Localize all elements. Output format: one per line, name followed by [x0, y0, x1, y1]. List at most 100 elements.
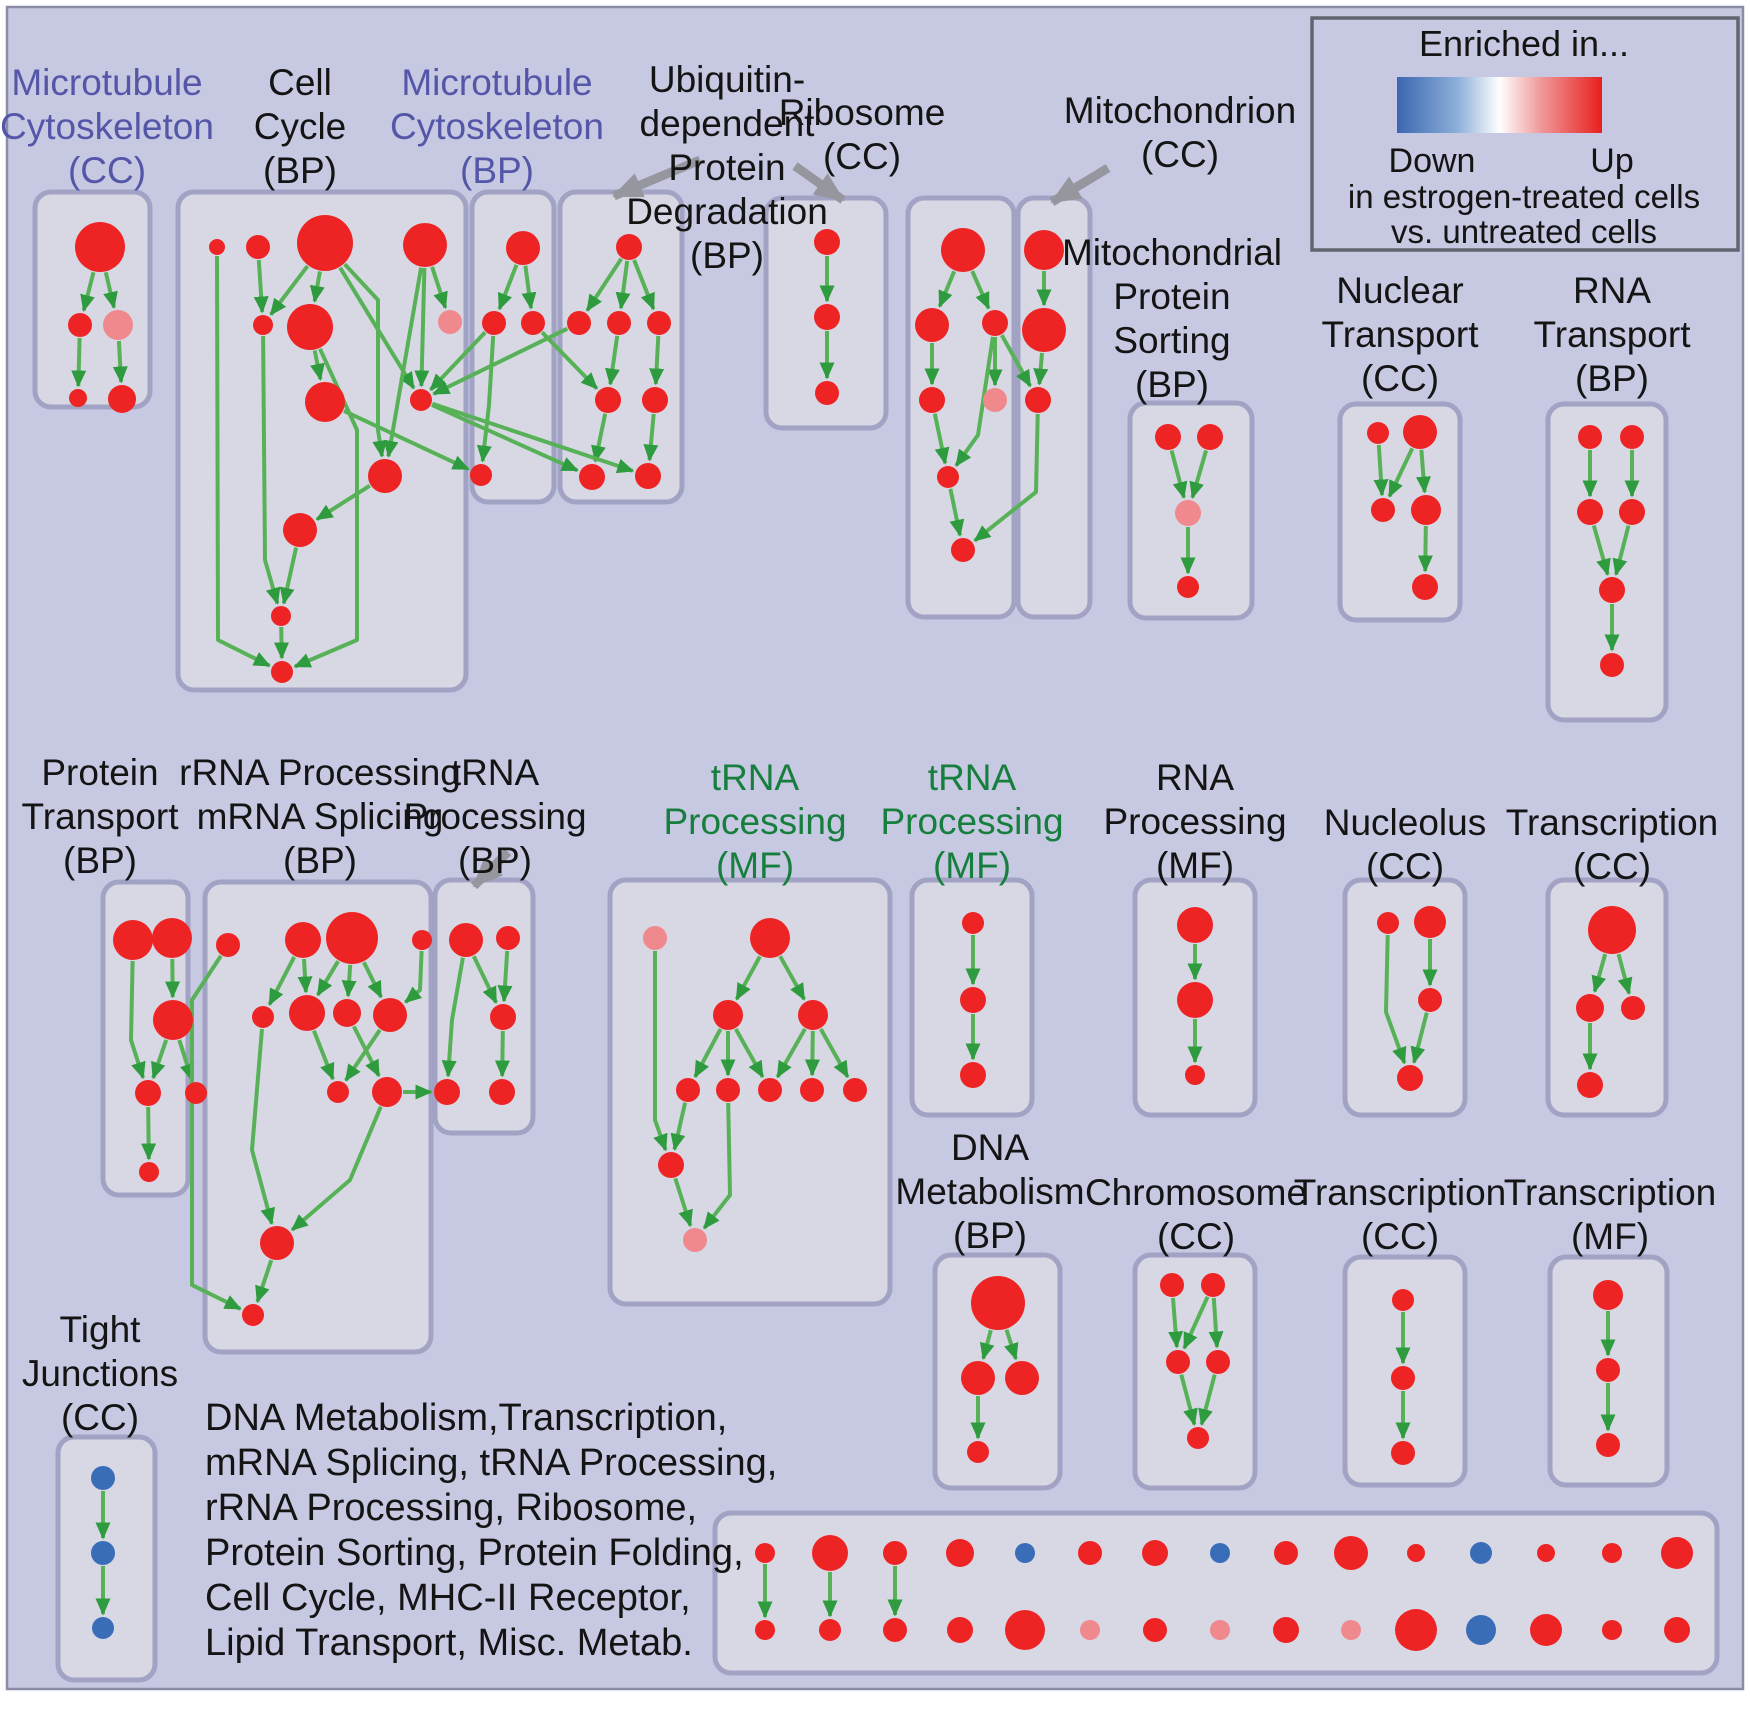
go-term-node-rnamf-x1: [1177, 907, 1213, 943]
go-term-node-cc-c2: [246, 235, 270, 259]
go-term-node-rib-r5: [983, 388, 1007, 412]
go-term-node-ub1-l2: [642, 387, 668, 413]
edge-cc.c11-to-cc.c12: [279, 547, 299, 605]
edge-trnamf1.g2-to-trnamf1.h1: [693, 1028, 723, 1079]
go-term-node-misc-mb1: [755, 1620, 775, 1640]
go-term-node-trnamf2-w1: [962, 912, 984, 934]
go-term-node-trnamf1-g2: [713, 1000, 743, 1030]
go-term-node-misc-mt7: [1142, 1540, 1168, 1566]
go-term-node-nucleolus-y3: [1418, 988, 1442, 1012]
go-term-node-misc-mt13: [1537, 1544, 1555, 1562]
go-term-node-misc-mt14: [1602, 1543, 1622, 1563]
go-term-node-misc-mt4: [946, 1539, 974, 1567]
go-term-node-ptrans-p2: [152, 918, 192, 958]
edge-rrna.q1-to-rrna.q12: [190, 954, 242, 1311]
edge-rib.r3-to-rib.r6: [954, 336, 995, 467]
legend-subtitle-1: in estrogen-treated cells: [1348, 178, 1700, 215]
cluster-label-rib: Ribosome(CC): [779, 92, 946, 177]
go-term-node-rib-r6: [937, 466, 959, 488]
go-term-node-trnamf1-h1: [676, 1078, 700, 1102]
edge-trnamf1.g3-to-trnamf1.h5: [819, 1028, 850, 1079]
go-term-node-nuctrans-n1: [1367, 422, 1389, 444]
go-term-node-tight-tj2: [91, 1541, 115, 1565]
edge-mito.m3-to-rib.r7: [973, 413, 1040, 543]
svg-text:RNA: RNA: [1156, 757, 1234, 798]
edge-mtbp.t-to-mtbp.b: [521, 265, 537, 310]
edge-chrom.f2-to-chrom.f4: [1208, 1297, 1224, 1349]
edge-rnatrans.v3-to-rnatrans.v5: [1591, 524, 1611, 577]
go-term-node-tcc3-j3: [1391, 1441, 1415, 1465]
edge-tcc2.e1-to-tcc2.e2: [1591, 953, 1608, 994]
go-term-node-rrna-q3: [326, 912, 378, 964]
svg-text:(BP): (BP): [283, 840, 357, 881]
go-term-node-cc-c4: [403, 223, 447, 267]
edge-trnamf1.g0-to-trnamf1.k1: [653, 951, 668, 1152]
edge-trnabp.b2-to-trnabp.b3: [497, 950, 513, 1003]
edge-mtcc.b-to-mtcc.d: [71, 337, 87, 388]
go-term-node-cc-c6: [287, 304, 333, 350]
go-term-node-cc-c8: [305, 382, 345, 422]
cluster-label-nucleolus: Nucleolus(CC): [1324, 802, 1486, 887]
edge-ptrans.p1-to-ptrans.p4: [129, 960, 146, 1080]
edge-ub1.t-to-ub1.m1: [585, 257, 623, 312]
cluster-label-tcc3: Transcription(CC): [1294, 1172, 1506, 1257]
go-term-node-rnatrans-v2: [1620, 425, 1644, 449]
svg-text:Nucleolus: Nucleolus: [1324, 802, 1486, 843]
go-term-node-ub1-m3: [647, 311, 671, 335]
edge-chrom.f3-to-chrom.f5: [1179, 1374, 1198, 1426]
svg-text:Tight: Tight: [60, 1309, 142, 1350]
go-term-node-mito-m1: [1024, 230, 1064, 270]
go-term-node-misc-mb5: [1005, 1610, 1045, 1650]
svg-text:(BP): (BP): [690, 235, 764, 276]
go-term-node-rib-r1: [941, 228, 985, 272]
edge-cc.c3-to-cc.c5: [269, 264, 310, 316]
edge-cc.c2-to-cc.c5: [253, 259, 269, 314]
go-term-node-trnamf2-w2: [960, 987, 986, 1013]
go-term-node-rib-r7: [951, 538, 975, 562]
go-term-node-misc-mb6: [1080, 1620, 1100, 1640]
go-term-node-misc-mt6: [1078, 1541, 1102, 1565]
edge-trnamf1.g3-to-trnamf1.h4: [804, 1030, 820, 1077]
go-term-node-nuctrans-n5: [1412, 574, 1438, 600]
go-term-node-misc-mb12: [1466, 1615, 1496, 1645]
go-term-node-ptrans-p3: [153, 1000, 193, 1040]
svg-text:(CC): (CC): [1157, 1216, 1235, 1257]
go-term-node-nucleolus-y2: [1414, 906, 1446, 938]
go-term-node-rnatrans-v6: [1600, 653, 1624, 677]
go-term-node-ub1-m1: [567, 311, 591, 335]
label-pointer-arrow-2: [792, 162, 846, 204]
cluster-box-rrna: [202, 879, 434, 1355]
edge-ptrans.p4-to-ptrans.p6: [141, 1106, 157, 1161]
go-term-node-trnamf1-k1: [658, 1152, 684, 1178]
svg-text:(BP): (BP): [953, 1215, 1027, 1256]
cluster-box-misc: [712, 1510, 1720, 1676]
edge-chrom.f1-to-chrom.f3: [1168, 1297, 1184, 1349]
edge-mtbp.a-to-mtbp.z: [476, 335, 496, 463]
svg-text:Transcription: Transcription: [1504, 1172, 1716, 1213]
edge-rnatrans.v4-to-rnatrans.v5: [1612, 525, 1631, 576]
svg-text:Protein: Protein: [1113, 276, 1230, 317]
go-term-node-trnamf1-k2: [683, 1228, 707, 1252]
go-term-node-rrna-q6: [289, 995, 325, 1031]
go-term-node-rrna-q9: [327, 1081, 349, 1103]
go-term-node-rib-r2: [915, 308, 949, 342]
edge-ub1.m2-to-ub1.l1: [605, 335, 620, 386]
svg-text:(BP): (BP): [460, 150, 534, 191]
cluster-box-ptrans: [100, 879, 191, 1198]
svg-text:Protein Sorting, Protein Foldi: Protein Sorting, Protein Folding,: [205, 1532, 744, 1574]
svg-text:(BP): (BP): [263, 150, 337, 191]
svg-text:Microtubule: Microtubule: [401, 62, 592, 103]
misc-categories-annotation: DNA Metabolism,Transcription,mRNA Splici…: [205, 1397, 777, 1664]
edge-rrna.q11-to-rrna.q12: [255, 1259, 274, 1304]
svg-text:(CC): (CC): [1361, 358, 1439, 399]
go-term-node-ub1-b2: [635, 463, 661, 489]
svg-text:(CC): (CC): [1573, 846, 1651, 887]
go-term-node-dna-d2: [961, 1361, 995, 1395]
edge-nuctrans.n1-to-nuctrans.n3: [1373, 444, 1389, 497]
